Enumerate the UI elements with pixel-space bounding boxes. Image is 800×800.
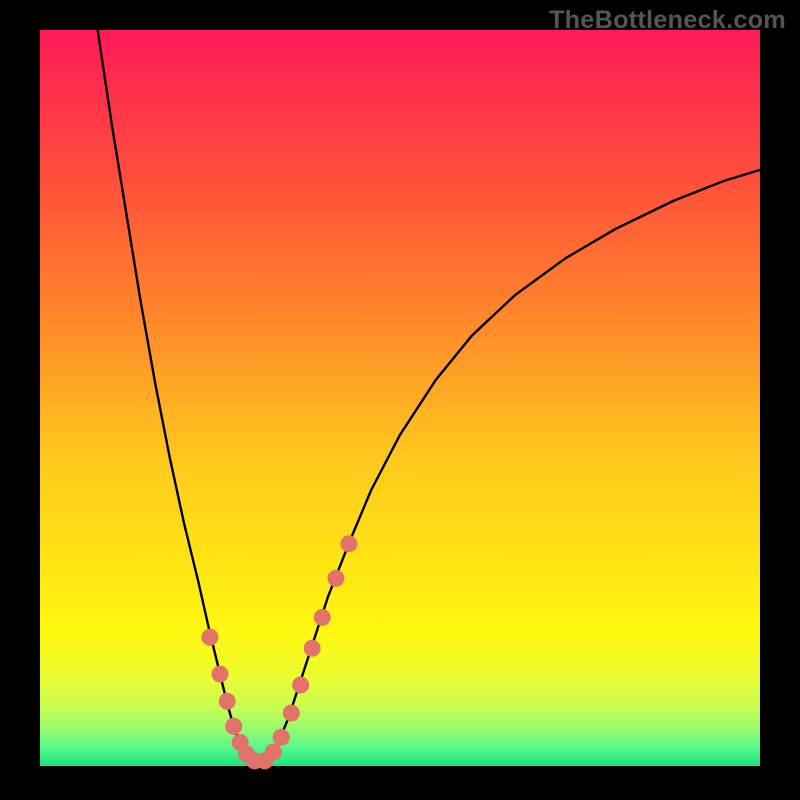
plot-background [40,30,760,766]
data-marker [341,536,357,552]
data-marker [328,570,344,586]
data-marker [283,705,299,721]
data-marker [226,718,242,734]
data-marker [273,729,289,745]
data-marker [314,609,330,625]
data-marker [265,744,281,760]
data-marker [202,629,218,645]
data-marker [212,666,228,682]
chart-container: TheBottleneck.com [0,0,800,800]
data-marker [293,677,309,693]
bottleneck-chart [0,0,800,800]
data-marker [304,640,320,656]
data-marker [219,693,235,709]
